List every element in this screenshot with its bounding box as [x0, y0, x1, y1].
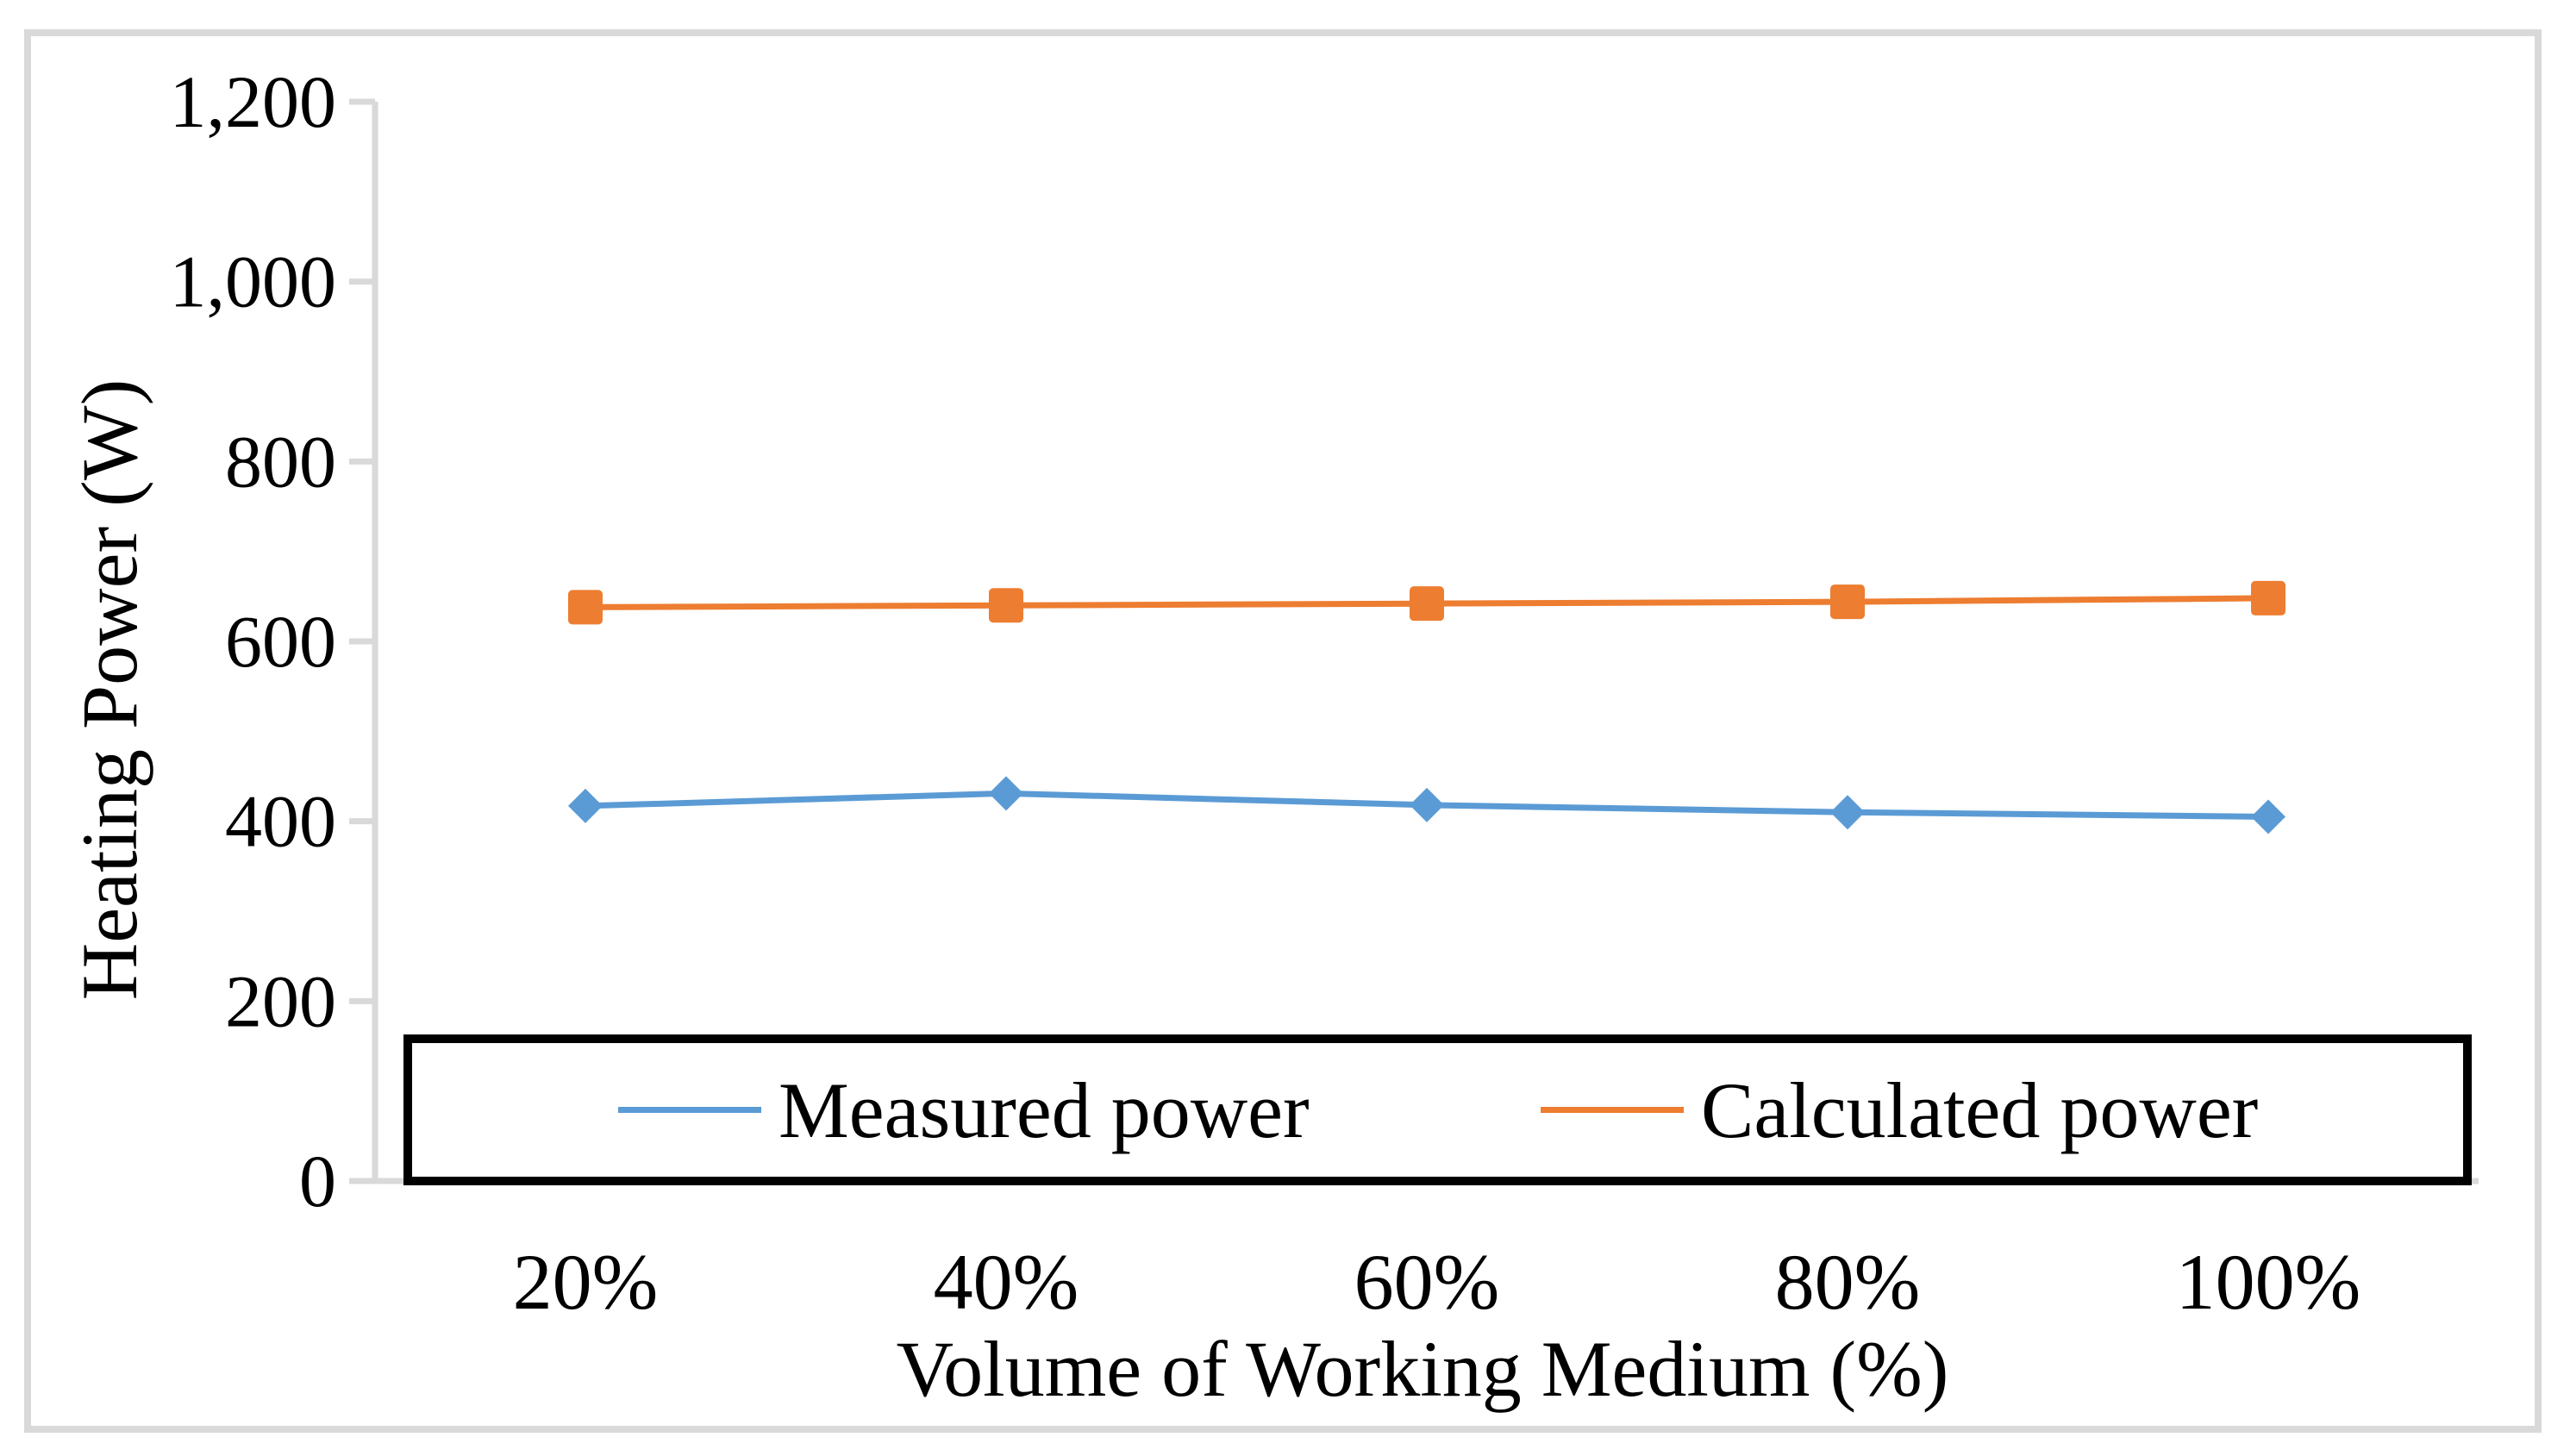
measured-series-line-sample — [618, 1107, 761, 1113]
legend-label-calculated: Calculated power — [1701, 1065, 2259, 1154]
calculated-square-marker-icon — [568, 590, 603, 625]
y-axis-title: Heating Power (W) — [66, 378, 153, 1001]
calculated-series-line-sample — [1541, 1107, 1684, 1113]
x-axis-title: Volume of Working Medium (%) — [896, 1325, 1949, 1413]
x-tick-label: 80% — [1775, 1238, 1921, 1326]
y-tick-label: 600 — [225, 600, 336, 683]
calculated-square-marker-icon — [1830, 584, 1865, 620]
legend-item-calculated: Calculated power — [1541, 1071, 2258, 1150]
calculated-square-marker-icon — [1595, 1093, 1629, 1128]
measured-diamond-marker-icon — [1830, 795, 1865, 830]
legend-item-measured: Measured power — [618, 1071, 1310, 1150]
y-tick-label: 400 — [225, 780, 336, 863]
legend: Measured power Calculated power — [403, 1034, 2472, 1185]
measured-diamond-marker-icon — [2251, 799, 2285, 834]
calculated-square-marker-icon — [989, 588, 1023, 623]
x-tick-label: 20% — [513, 1238, 659, 1326]
chart-area-border — [24, 29, 2542, 1433]
measured-diamond-marker-icon — [989, 776, 1023, 811]
x-tick-label: 100% — [2176, 1238, 2361, 1326]
measured-diamond-marker-icon — [568, 788, 603, 823]
measured-diamond-marker-icon — [1410, 787, 1444, 822]
legend-label-measured: Measured power — [779, 1065, 1310, 1154]
calculated-square-marker-icon — [2251, 580, 2285, 616]
x-tick-label: 60% — [1354, 1238, 1500, 1326]
y-tick-label: 200 — [225, 959, 336, 1042]
measured-diamond-marker-icon — [672, 1092, 707, 1128]
calculated-square-marker-icon — [1410, 586, 1444, 622]
y-tick-label: 800 — [225, 420, 336, 503]
x-tick-label: 40% — [934, 1238, 1079, 1326]
y-tick-label: 0 — [299, 1140, 336, 1222]
y-tick-label: 1,000 — [170, 241, 337, 323]
y-tick-label: 1,200 — [170, 60, 337, 143]
